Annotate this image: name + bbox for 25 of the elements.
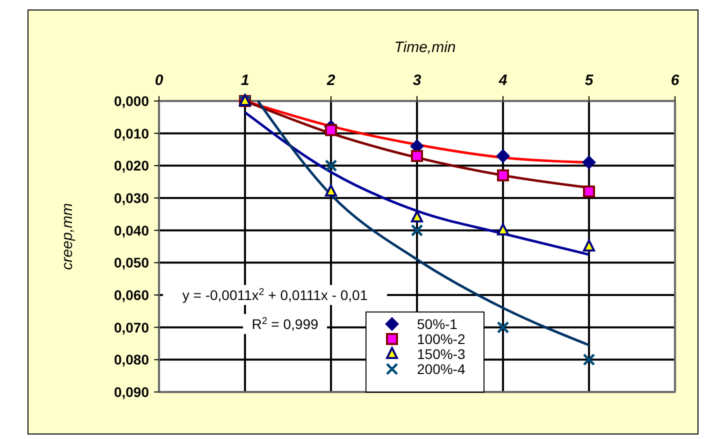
y-tick-label: 0,070 (114, 319, 150, 336)
y-axis-title: creep,mm (59, 203, 76, 270)
x-tick-label: 4 (498, 72, 508, 89)
y-tick-label: 0,050 (114, 254, 150, 271)
x-tick-label: 0 (154, 72, 164, 89)
x-tick-label: 1 (240, 72, 250, 89)
x-tick-label: 6 (670, 72, 680, 89)
x-tick-label: 3 (412, 72, 422, 89)
y-tick-label: 0,080 (114, 352, 150, 368)
x-tick-label: 5 (584, 72, 594, 89)
x-tick-label: 2 (326, 72, 336, 89)
y-tick-label: 0,060 (114, 287, 150, 303)
legend-label: 100%-2 (417, 331, 466, 347)
annotation: R$^{2}$ = 0,999 (252, 316, 318, 332)
legend-label: 150%-3 (417, 346, 466, 362)
annotation: y = -0,0011x$^{2}$ + 0,0111x - 0,01 (182, 286, 368, 303)
y-tick-label: 0,030 (114, 190, 150, 206)
y-tick-label: 0,010 (114, 125, 150, 142)
legend-label: 200%-4 (417, 361, 466, 377)
legend-label: 50%-1 (417, 316, 458, 332)
x-axis-title: Time,min (394, 39, 456, 56)
y-tick-label: 0,020 (114, 158, 150, 174)
y-tick-label: 0,090 (114, 384, 150, 400)
y-tick-label: 0,040 (114, 222, 150, 238)
y-tick-label: 0,000 (114, 93, 150, 109)
